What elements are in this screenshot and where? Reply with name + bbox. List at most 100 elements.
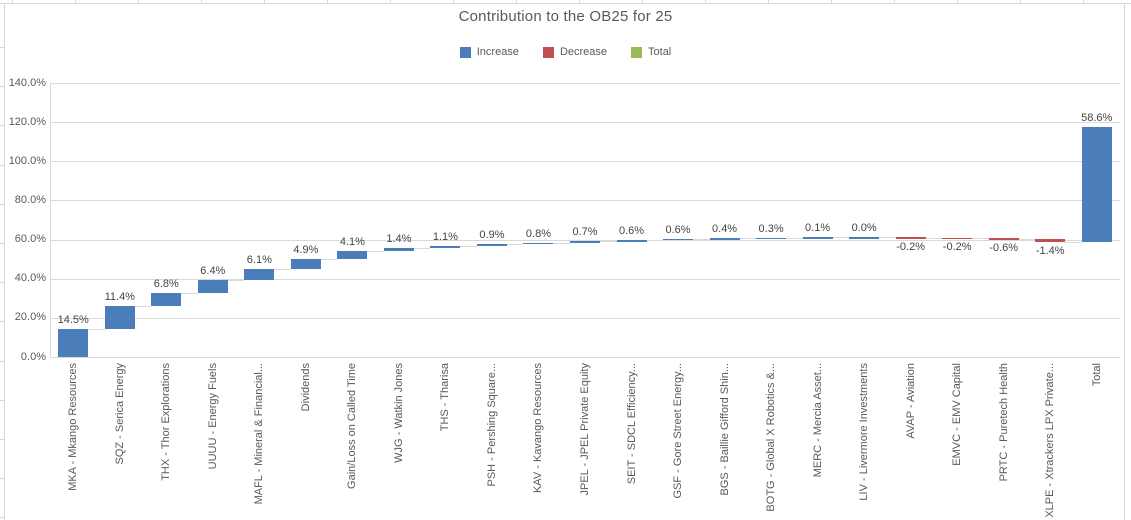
worksheet-gridline [4,4,5,520]
waterfall-bar-decrease [1035,239,1066,243]
waterfall-connector [832,237,850,239]
worksheet-gridline [642,0,643,4]
worksheet-gridline [453,0,454,4]
y-axis-tick-label: 40.0% [14,272,46,285]
data-label: 1.4% [386,233,412,246]
data-label: 6.1% [246,253,272,266]
waterfall-connector [274,268,291,270]
waterfall-bar-increase [337,250,368,259]
data-label: -1.4% [1035,245,1065,258]
category-label: Gain/Loss on Called Time [346,363,359,489]
waterfall-bar-increase [802,237,833,239]
waterfall-bar-increase [244,268,275,281]
worksheet-gridline [831,0,832,4]
category-label: LIV - Livermore Investments [858,363,871,501]
waterfall-bar-increase [58,328,89,357]
waterfall-connector [600,241,617,243]
y-gridline [50,200,1120,202]
category-label: JPEL - JPEL Private Equity [579,363,591,496]
waterfall-bar-decrease [988,238,1019,240]
waterfall-connector [972,238,989,240]
category-label: Dividends [299,363,312,412]
category-label: PRTC - Puretech Health [997,363,1010,482]
data-label: 0.9% [479,229,505,242]
chart-legend: Increase Decrease Total [0,46,1131,58]
waterfall-bar-increase [616,240,647,242]
worksheet-gridline [12,0,13,4]
y-axis-tick-label: 20.0% [14,311,46,324]
waterfall-connector [786,237,803,239]
worksheet-gridline [75,0,76,4]
category-label: UUUU - Energy Fuels [206,363,219,470]
legend-item-total: Total [631,46,671,58]
category-label: MAFL - Mineral & Financial... [253,363,266,505]
worksheet-gridline [1124,4,1125,520]
waterfall-connector [553,242,570,244]
waterfall-connector [134,306,152,308]
waterfall-bar-increase [290,258,321,269]
legend-label: Decrease [559,46,608,58]
worksheet-gridline [1020,0,1021,4]
data-label: 6.4% [200,265,226,278]
data-label: 0.1% [805,222,831,235]
legend-swatch-total-icon [631,46,643,58]
waterfall-bar-increase [151,293,182,307]
data-label: 0.6% [618,225,645,238]
y-gridline [50,317,1120,319]
y-axis-line [50,83,51,357]
worksheet-gridline [0,86,4,88]
worksheet-gridline [705,0,706,4]
waterfall-bar-decrease [895,237,926,239]
worksheet-gridline [516,0,517,4]
legend-item-decrease: Decrease [542,46,608,58]
waterfall-connector [925,237,943,239]
waterfall-connector [320,258,338,260]
category-label: XLPE - Xtrackers LPX Private... [1044,363,1057,518]
y-gridline [50,83,1120,84]
category-label: MERC - Mercia Asset... [811,363,824,478]
data-label: -0.2% [942,241,972,254]
data-label: 4.1% [339,235,365,248]
legend-label: Total [648,46,672,58]
data-label: 1.1% [432,231,458,244]
waterfall-bar-increase [523,242,554,245]
category-label: THS - Tharisa [439,363,452,432]
worksheet-gridline [0,321,4,323]
category-label: MKA - Mkango Resources [67,363,80,491]
worksheet-gridline [0,47,4,48]
waterfall-bar-increase [197,280,228,293]
waterfall-connector [739,238,757,240]
y-axis-tick-label: 0.0% [20,350,46,363]
waterfall-bar-increase [476,244,507,247]
worksheet-gridline [0,243,4,244]
y-gridline [50,357,1120,358]
waterfall-bar-increase [430,246,461,249]
waterfall-connector [413,248,431,250]
waterfall-connector [693,238,710,240]
y-gridline [50,122,1120,124]
worksheet-gridline [957,0,958,4]
waterfall-bar-increase [756,237,787,240]
legend-swatch-increase-icon [459,46,471,58]
waterfall-connector [506,244,524,246]
data-label: 0.8% [525,227,551,240]
category-label: WJG - Watkin Jones [392,363,405,463]
worksheet-gridline [0,517,4,519]
waterfall-bar-increase [709,238,740,240]
category-label: THX - Thor Explorations [160,363,173,481]
waterfall-connector [88,328,105,330]
worksheet-gridline [327,0,328,4]
worksheet-gridline [1083,0,1084,4]
waterfall-connector [460,246,477,248]
waterfall-connector [1018,239,1036,241]
waterfall-bar-increase [663,238,694,241]
category-label: Total [1090,363,1103,387]
y-axis-tick-label: 120.0% [8,115,46,128]
legend-swatch-decrease-icon [542,46,554,58]
worksheet-gridline [0,125,4,127]
category-label: SEIT - SDCL Efficiency... [625,363,638,485]
worksheet-gridline [0,3,1131,4]
worksheet-gridline [201,0,202,4]
data-label: -0.6% [989,242,1019,255]
worksheet-gridline [0,164,4,166]
